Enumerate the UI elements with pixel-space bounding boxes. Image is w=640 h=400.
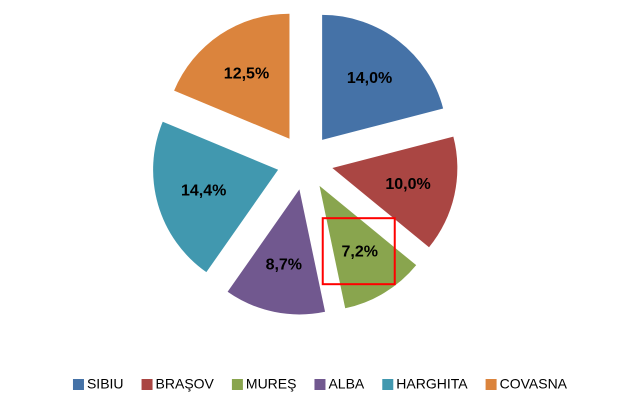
data-label: 10,0% — [385, 176, 430, 193]
highlight-box — [321, 217, 396, 286]
legend-label: ALBA — [328, 376, 364, 392]
legend-swatch — [382, 379, 394, 390]
pie-slice — [332, 136, 458, 248]
legend-swatch — [231, 379, 243, 390]
pie-slice — [153, 121, 279, 273]
legend-label: HARGHITA — [396, 376, 468, 392]
legend-swatch — [485, 379, 497, 390]
legend-swatch — [314, 379, 326, 390]
pie-slice — [227, 189, 326, 315]
legend-label: MUREŞ — [246, 376, 297, 392]
pie-slice — [319, 185, 417, 309]
data-label: 12,5% — [224, 65, 269, 82]
pie-slice — [322, 14, 444, 140]
data-label: 7,2% — [342, 243, 378, 260]
legend-label: COVASNA — [500, 376, 568, 392]
data-label: 8,7% — [266, 257, 302, 274]
pie-slice — [174, 13, 290, 139]
data-label: 14,4% — [181, 183, 226, 200]
data-label: 14,0% — [347, 70, 392, 87]
legend-swatch — [72, 379, 84, 390]
legend-swatch — [141, 379, 153, 390]
legend-label: BRAŞOV — [156, 376, 215, 392]
legend-label: SIBIU — [87, 376, 124, 392]
